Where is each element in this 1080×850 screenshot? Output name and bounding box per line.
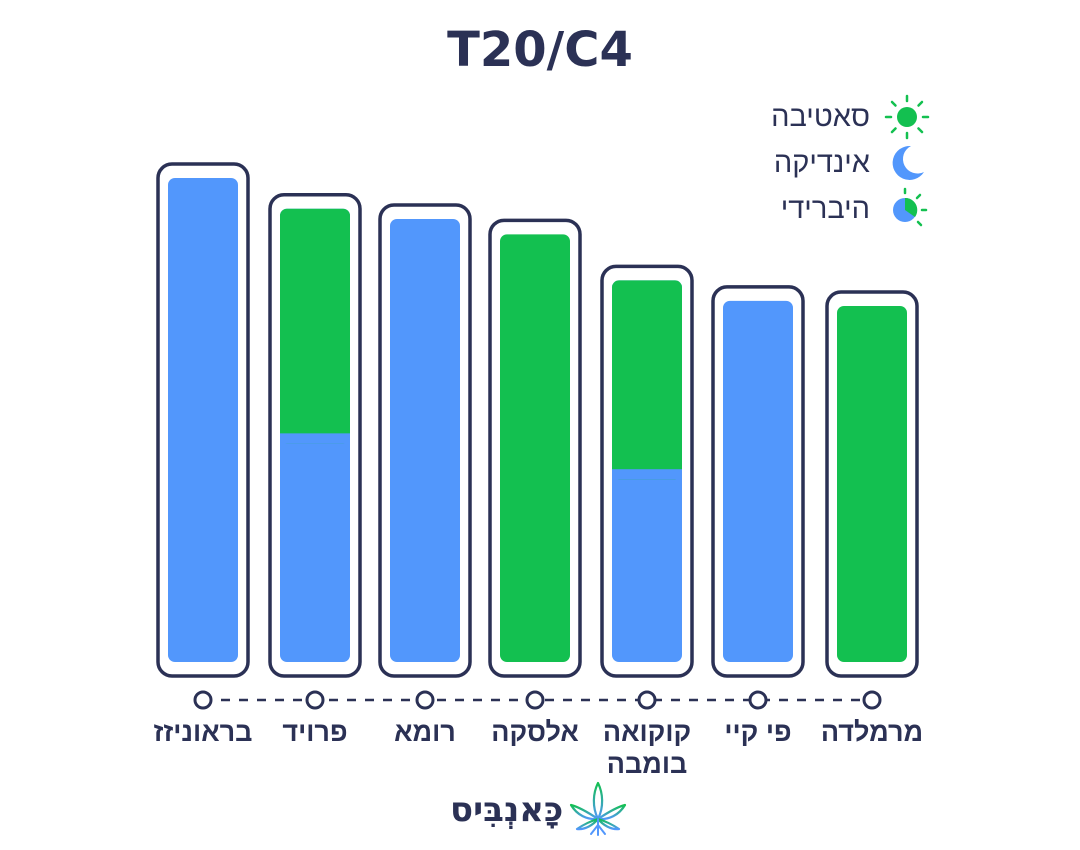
category-label: קוקואה בומבה <box>577 716 717 780</box>
chart-title: T20/C4 <box>447 22 633 78</box>
legend-label-sativa: סאטיבה <box>771 100 870 133</box>
moon-icon <box>892 145 924 180</box>
category-label-line: פרויד <box>282 717 348 747</box>
legend-item-sativa: סאטיבה <box>700 94 930 140</box>
category-label: רומא <box>355 716 495 748</box>
bar-sativa-segment <box>612 280 682 480</box>
axis-tick <box>637 690 657 710</box>
bar-segment-joint <box>280 433 350 444</box>
category-label-line: פי קיי <box>724 717 792 747</box>
cannabis-leaf-icon <box>570 781 627 836</box>
sun-icon <box>884 94 930 140</box>
category-label: פי קיי <box>688 716 828 748</box>
sun-moon-icon <box>893 187 928 227</box>
category-label: בראוניזז <box>133 716 273 748</box>
bar-sativa <box>837 306 907 662</box>
axis-tick <box>415 690 435 710</box>
axis-tick <box>748 690 768 710</box>
axis-tick <box>862 690 882 710</box>
legend-item-indica: אינדיקה <box>700 141 930 185</box>
axis-tick <box>193 690 213 710</box>
legend-label-indica: אינדיקה <box>773 146 870 179</box>
legend-item-hybrid: היברידי <box>700 187 930 231</box>
category-label: פרויד <box>245 716 385 748</box>
category-label-line: רומא <box>394 717 456 747</box>
category-label: אלסקה <box>465 716 605 748</box>
bar-sativa-segment <box>280 208 350 444</box>
logo: כָּאנְבִּיס <box>450 780 640 840</box>
axis-tick <box>305 690 325 710</box>
category-label-line: אלסקה <box>491 717 579 747</box>
bar-indica <box>168 178 238 662</box>
category-label-line: בומבה <box>606 749 688 779</box>
bar-indica <box>390 218 460 662</box>
category-label-line: קוקואה <box>602 717 692 747</box>
bar-indica <box>723 300 793 662</box>
category-label: מרמלדה <box>802 716 942 748</box>
logo-text: כָּאנְבִּיס <box>450 790 564 830</box>
category-label-line: מרמלדה <box>820 717 924 747</box>
bar-sativa <box>500 234 570 662</box>
category-label-line: בראוניזז <box>153 717 253 747</box>
bar-segment-joint <box>612 469 682 480</box>
legend-label-hybrid: היברידי <box>780 192 870 225</box>
axis-tick <box>525 690 545 710</box>
